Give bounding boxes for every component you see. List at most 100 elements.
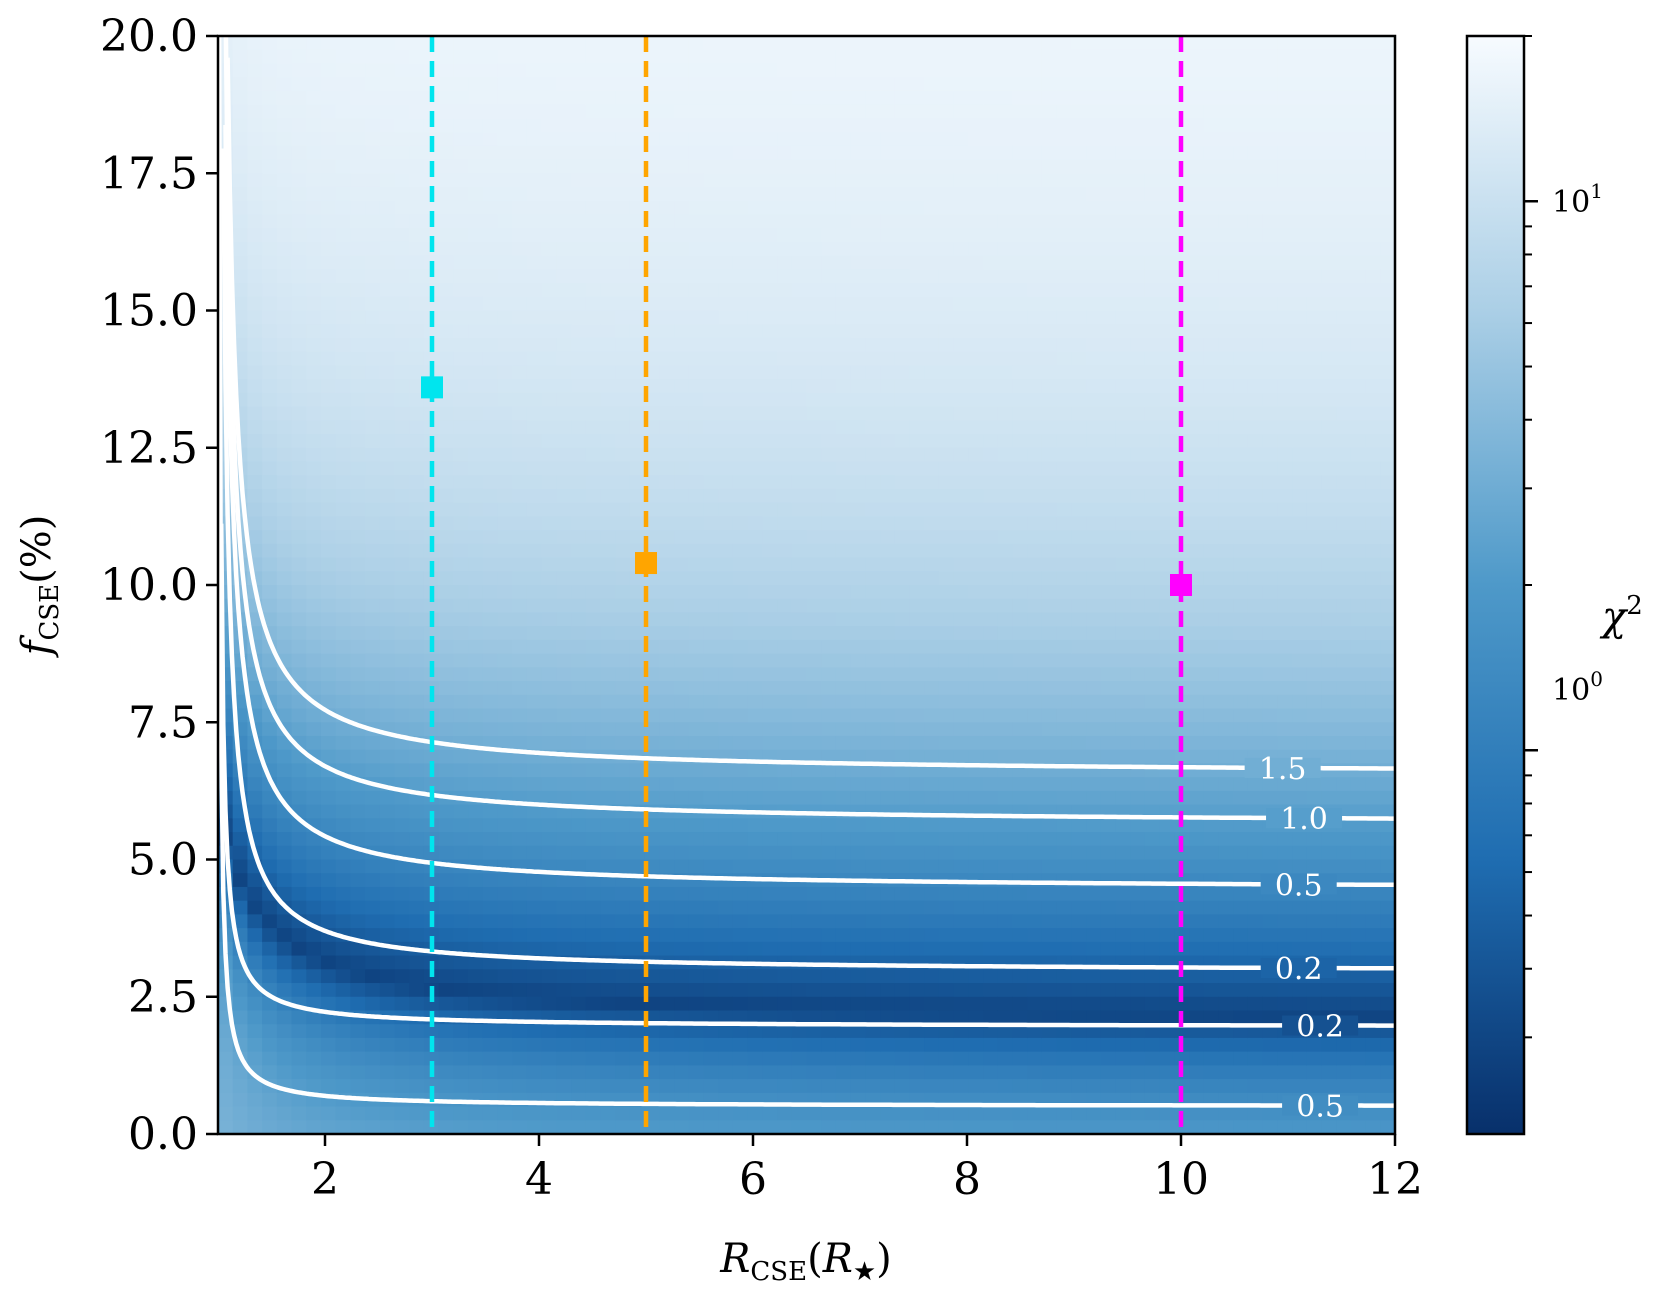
heatmap-cell — [968, 585, 984, 600]
heatmap-cell — [409, 928, 425, 943]
heatmap-cell — [835, 900, 852, 915]
heatmap-cell — [659, 763, 675, 778]
heatmap-cell — [688, 351, 705, 366]
heatmap-cell — [791, 241, 808, 257]
heatmap-cell — [821, 1079, 837, 1094]
heatmap-cell — [526, 928, 543, 943]
heatmap-cell — [1012, 406, 1028, 421]
heatmap-cell — [1027, 104, 1043, 119]
heatmap-cell — [394, 708, 410, 723]
heatmap-cell — [306, 173, 322, 188]
heatmap-cell — [350, 406, 366, 421]
heatmap-cell — [482, 310, 499, 325]
heatmap-cell — [512, 228, 528, 243]
heatmap-cell — [762, 159, 778, 174]
heatmap-cell — [291, 859, 307, 874]
heatmap-cell — [1012, 557, 1028, 572]
heatmap-cell — [968, 324, 984, 339]
heatmap-cell — [526, 777, 543, 792]
heatmap-cell — [1100, 420, 1117, 435]
heatmap-cell — [541, 241, 557, 257]
heatmap-cell — [453, 173, 469, 188]
heatmap-cell — [762, 63, 778, 78]
heatmap-cell — [497, 969, 513, 984]
heatmap-cell — [409, 173, 425, 188]
heatmap-cell — [718, 694, 734, 710]
heatmap-cell — [423, 722, 440, 737]
heatmap-cell — [983, 77, 999, 92]
heatmap-cell — [438, 118, 454, 133]
heatmap-cell — [629, 571, 646, 586]
heatmap-cell — [924, 639, 940, 655]
heatmap-cell — [335, 132, 352, 147]
heatmap-cell — [335, 804, 352, 819]
heatmap-cell — [438, 63, 454, 78]
heatmap-cell — [350, 735, 366, 751]
heatmap-cell — [1100, 173, 1117, 188]
heatmap-cell — [541, 818, 557, 833]
heatmap-cell — [291, 845, 307, 861]
heatmap-cell — [600, 941, 616, 957]
heatmap-cell — [571, 969, 587, 984]
heatmap-cell — [320, 406, 337, 421]
heatmap-cell — [320, 900, 337, 915]
heatmap-cell — [865, 708, 881, 723]
heatmap-cell — [1012, 283, 1028, 298]
heatmap-cell — [835, 1106, 852, 1121]
heatmap-cell — [894, 132, 911, 147]
heatmap-cell — [953, 900, 969, 915]
heatmap-cell — [924, 283, 940, 298]
heatmap-cell — [703, 488, 719, 504]
heatmap-cell — [482, 1092, 499, 1108]
heatmap-cell — [379, 392, 396, 408]
heatmap-cell — [806, 1037, 822, 1053]
heatmap-cell — [571, 1065, 587, 1080]
heatmap-cell — [674, 186, 690, 202]
heatmap-cell — [350, 886, 366, 902]
heatmap-cell — [409, 804, 425, 819]
heatmap-cell — [835, 749, 852, 765]
heatmap-cell — [747, 996, 763, 1012]
heatmap-cell — [512, 928, 528, 943]
heatmap-cell — [732, 186, 749, 202]
heatmap-cell — [865, 818, 881, 833]
heatmap-cell — [320, 996, 337, 1012]
heatmap-cell — [438, 337, 454, 353]
heatmap-cell — [688, 283, 705, 298]
heatmap-cell — [968, 241, 984, 257]
heatmap-cell — [850, 983, 866, 998]
heatmap-cell — [497, 653, 513, 668]
heatmap-cell — [276, 228, 293, 243]
heatmap-cell — [1041, 63, 1058, 78]
heatmap-cell — [262, 969, 278, 984]
heatmap-cell — [732, 461, 749, 476]
heatmap-cell — [276, 283, 293, 298]
heatmap-cell — [953, 598, 969, 614]
heatmap-cell — [1115, 351, 1131, 366]
heatmap-cell — [262, 77, 278, 92]
heatmap-cell — [865, 90, 881, 106]
heatmap-cell — [1071, 145, 1087, 161]
heatmap-cell — [703, 996, 719, 1012]
heatmap-cell — [909, 941, 925, 957]
heatmap-cell — [497, 475, 513, 490]
heatmap-cell — [1100, 996, 1117, 1012]
heatmap-cell — [821, 104, 837, 119]
heatmap-cell — [291, 186, 307, 202]
heatmap-cell — [806, 763, 822, 778]
heatmap-cell — [453, 488, 469, 504]
heatmap-cell — [865, 228, 881, 243]
heatmap-cell — [835, 36, 852, 51]
heatmap-cell — [983, 173, 999, 188]
heatmap-cell — [1086, 255, 1102, 270]
heatmap-cell — [1056, 681, 1072, 696]
heatmap-cell — [688, 735, 705, 751]
heatmap-cell — [732, 420, 749, 435]
heatmap-cell — [1056, 516, 1072, 531]
heatmap-cell — [777, 859, 793, 874]
heatmap-cell — [629, 159, 646, 174]
heatmap-cell — [320, 228, 337, 243]
heatmap-cell — [1056, 1065, 1072, 1080]
heatmap-cell — [262, 461, 278, 476]
heatmap-cell — [1041, 1065, 1058, 1080]
